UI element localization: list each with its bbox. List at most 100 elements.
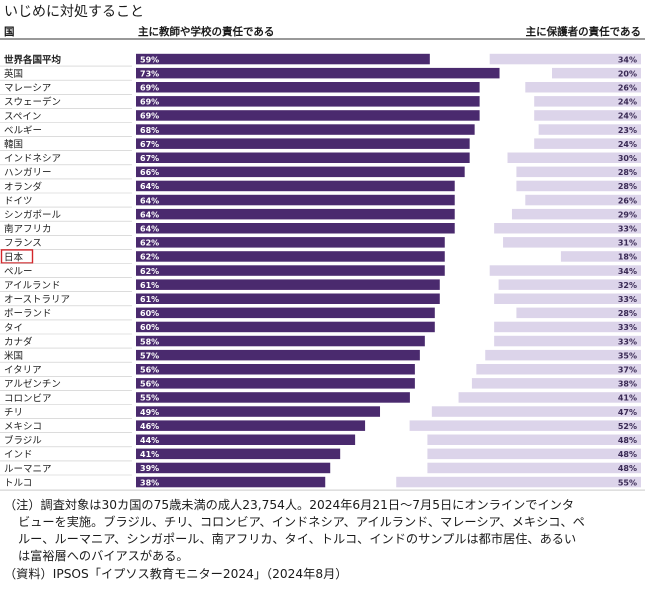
parent-value-label: 34%: [618, 267, 637, 276]
parent-bar: [494, 293, 641, 304]
parent-value-label: 52%: [618, 422, 637, 431]
teacher-bar: [136, 293, 440, 304]
parent-value-label: 33%: [618, 225, 637, 234]
teacher-bar: [136, 67, 500, 79]
parent-value-label: 35%: [618, 351, 637, 360]
teacher-column-header: 主に教師や学校の責任である: [138, 26, 275, 38]
parent-value-label: 33%: [618, 295, 637, 304]
category-label: ベルギー: [4, 125, 42, 136]
parent-bar: [552, 67, 641, 79]
category-label: コロンビア: [4, 393, 52, 404]
parent-bar: [494, 335, 641, 347]
parent-bar: [485, 349, 641, 361]
parent-value-label: 24%: [618, 140, 637, 149]
category-label: ペルー: [4, 266, 33, 277]
parent-bar: [471, 378, 641, 389]
source-line: （資料）IPSOS「イプソス教育モニター2024」（2024年8月）: [4, 567, 348, 581]
parent-value-label: 33%: [618, 323, 637, 332]
teacher-bar: [136, 462, 331, 474]
bar-chart: 世界各国平均 59% 34% 英国 73% 20% マレーシア 69% 26% スウェーデン 69%…: [0, 38, 645, 491]
teacher-bar: [136, 194, 455, 206]
parent-bar: [494, 321, 641, 333]
category-label: ポーランド: [4, 309, 52, 320]
teacher-value-label: 39%: [140, 464, 159, 473]
category-label: イタリア: [4, 365, 42, 376]
teacher-value-label: 69%: [140, 84, 159, 93]
category-label: 世界各国平均: [4, 54, 62, 66]
note-line-1: （注）調査対象は30カ国の75歳未満の成人23,754人。2024年6月21日～…: [4, 498, 575, 512]
category-label: ブラジル: [4, 435, 42, 447]
teacher-value-label: 38%: [140, 478, 159, 487]
teacher-value-label: 69%: [140, 98, 159, 107]
parent-bar: [516, 307, 641, 319]
parent-value-label: 33%: [618, 337, 637, 346]
teacher-bar: [136, 223, 455, 234]
parent-bar: [511, 208, 641, 220]
teacher-value-label: 60%: [140, 323, 159, 332]
category-label: 韓国: [4, 139, 23, 150]
teacher-bar: [136, 307, 435, 319]
teacher-bar: [136, 251, 445, 262]
parent-value-label: 24%: [618, 112, 637, 121]
note-line-4: は富裕層へのバイアスがある。: [18, 549, 189, 563]
parent-bar: [498, 279, 641, 290]
teacher-value-label: 66%: [140, 168, 159, 177]
parent-value-label: 24%: [618, 98, 637, 107]
teacher-value-label: 69%: [140, 112, 159, 121]
parent-value-label: 41%: [618, 394, 637, 403]
parent-bar: [494, 223, 641, 234]
teacher-value-label: 49%: [140, 408, 159, 417]
teacher-bar: [136, 364, 415, 375]
teacher-value-label: 68%: [140, 126, 159, 135]
teacher-bar: [136, 152, 470, 163]
teacher-value-label: 61%: [140, 281, 159, 290]
parent-value-label: 20%: [618, 69, 637, 78]
parent-value-label: 29%: [618, 210, 637, 219]
teacher-bar: [136, 392, 410, 403]
parent-bar: [476, 364, 641, 375]
parent-bar: [516, 166, 641, 178]
category-label: アルゼンチン: [4, 378, 61, 390]
category-label: ハンガリー: [4, 168, 52, 179]
teacher-value-label: 57%: [140, 351, 159, 360]
category-label: 米国: [4, 350, 23, 362]
teacher-bar: [136, 420, 366, 431]
category-label: メキシコ: [4, 421, 42, 432]
category-label: オランダ: [4, 181, 43, 193]
teacher-value-label: 59%: [140, 55, 159, 64]
parent-value-label: 23%: [618, 126, 637, 135]
country-column-header: 国: [4, 26, 15, 38]
teacher-bar: [136, 335, 425, 347]
parent-value-label: 32%: [618, 281, 637, 290]
teacher-value-label: 46%: [140, 422, 159, 431]
teacher-bar: [136, 237, 445, 248]
parent-value-label: 30%: [618, 154, 637, 163]
parent-bar: [427, 448, 641, 460]
teacher-bar: [136, 53, 430, 65]
category-label: マレーシア: [4, 83, 51, 94]
parent-value-label: 48%: [618, 464, 637, 473]
parent-bar: [525, 82, 641, 93]
parent-bar: [409, 420, 641, 431]
parent-bar: [431, 406, 641, 417]
category-label: カナダ: [4, 336, 33, 348]
parent-value-label: 55%: [618, 478, 637, 487]
teacher-value-label: 73%: [140, 69, 159, 78]
parent-bar: [560, 251, 641, 262]
parent-bar: [534, 110, 641, 121]
category-label: ルーマニア: [4, 464, 52, 475]
teacher-value-label: 60%: [140, 309, 159, 318]
teacher-value-label: 41%: [140, 450, 159, 459]
parent-value-label: 48%: [618, 450, 637, 459]
parent-value-label: 38%: [618, 380, 637, 389]
parent-value-label: 34%: [618, 55, 637, 64]
parent-bar: [538, 124, 641, 135]
teacher-bar: [136, 96, 480, 107]
teacher-bar: [136, 110, 480, 121]
parent-bar: [396, 476, 641, 488]
parent-bar: [489, 265, 641, 276]
category-label: トルコ: [4, 478, 32, 489]
category-label: スペイン: [4, 111, 41, 122]
parent-bar: [516, 180, 641, 192]
parent-value-label: 37%: [618, 366, 637, 375]
